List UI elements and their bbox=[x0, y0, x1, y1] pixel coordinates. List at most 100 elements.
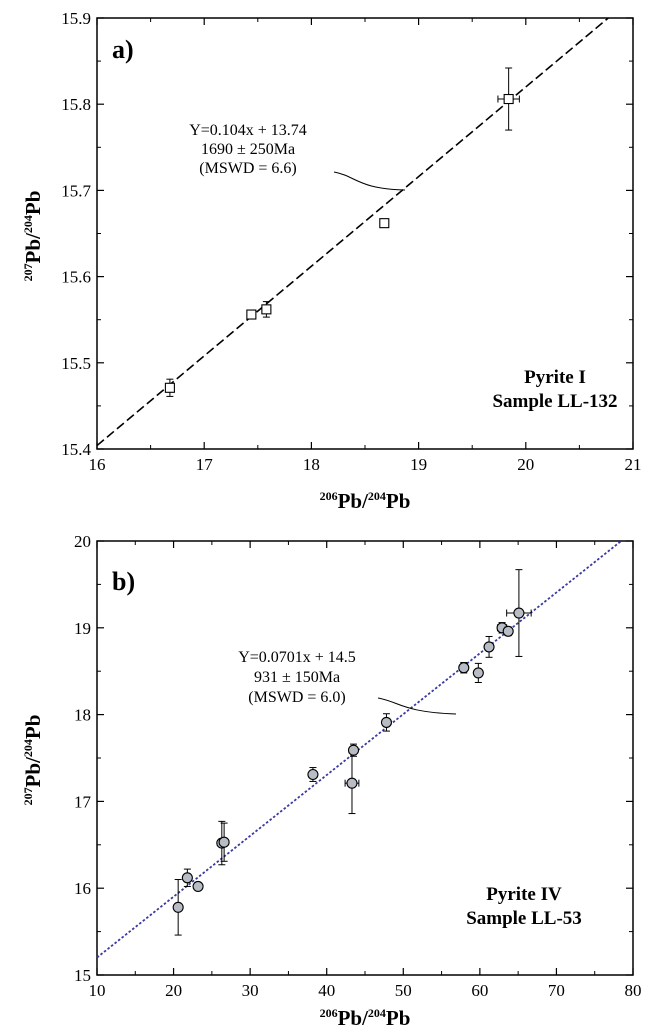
panel-b: 10 20 30 40 50 60 70 80 15 16 17 18 19 20 b) Y=0.0701… bbox=[21, 532, 642, 1030]
y-label-main1-b: Pb/ bbox=[21, 756, 45, 788]
y-label-sup2-b: 204 bbox=[21, 739, 35, 757]
data-point bbox=[506, 569, 532, 657]
data-point bbox=[218, 822, 230, 862]
x-tick-label: 60 bbox=[471, 981, 488, 1000]
data-point bbox=[261, 301, 272, 318]
y-tick-label: 16 bbox=[74, 879, 91, 898]
y-tick-label: 20 bbox=[74, 532, 91, 551]
annotation-age-b: 931 ± 150Ma bbox=[254, 669, 340, 686]
y-tick-label: 15.5 bbox=[61, 354, 91, 373]
y-tick-label: 17 bbox=[74, 792, 92, 811]
regression-line-b bbox=[96, 540, 622, 959]
x-tick-label: 20 bbox=[517, 455, 534, 474]
data-point bbox=[472, 662, 484, 683]
x-label-main2-a: Pb bbox=[386, 489, 411, 513]
marker-circle bbox=[458, 662, 470, 674]
x-tick-label: 18 bbox=[303, 455, 320, 474]
x-label-sup2-b: 204 bbox=[368, 1006, 386, 1020]
marker-square bbox=[261, 304, 272, 315]
regression-line-a bbox=[96, 17, 609, 447]
data-point bbox=[307, 767, 319, 782]
sample-label-a: Pyrite I Sample LL-132 bbox=[492, 367, 617, 412]
y-axis-label-a: 207Pb/204Pb bbox=[21, 191, 45, 282]
annotation-equation-a: Y=0.104x + 13.74 bbox=[189, 122, 307, 139]
data-points-a bbox=[164, 67, 520, 397]
x-tick-label: 30 bbox=[242, 981, 259, 1000]
data-points-b bbox=[172, 569, 532, 936]
y-tick-label: 15.4 bbox=[61, 440, 91, 459]
y-tick-label: 15.8 bbox=[61, 95, 91, 114]
sample-id-b: Sample LL-53 bbox=[466, 908, 582, 929]
y-tick-label: 15 bbox=[74, 966, 91, 985]
annotation-mswd-b: (MSWD = 6.0) bbox=[248, 689, 345, 706]
y-label-main2-b: Pb bbox=[21, 715, 45, 740]
data-point bbox=[502, 625, 514, 637]
x-tick-label: 70 bbox=[548, 981, 565, 1000]
y-tick-label: 15.7 bbox=[61, 181, 91, 200]
x-label-sup1-b: 206 bbox=[320, 1006, 338, 1020]
x-tick-label: 50 bbox=[395, 981, 412, 1000]
x-tick-label: 19 bbox=[410, 455, 427, 474]
y-tick-label: 18 bbox=[74, 706, 91, 725]
x-label-sup2-a: 204 bbox=[368, 489, 386, 503]
x-tick-label: 40 bbox=[318, 981, 335, 1000]
x-tick-label: 16 bbox=[89, 455, 106, 474]
annotation-leader-a bbox=[333, 171, 406, 191]
x-tick-label: 10 bbox=[89, 981, 106, 1000]
x-axis-label-a: 206Pb/204Pb bbox=[320, 489, 411, 513]
y-tick-label: 19 bbox=[74, 619, 91, 638]
y-tick-label: 15.9 bbox=[61, 9, 91, 28]
marker-circle bbox=[218, 836, 230, 848]
marker-circle bbox=[380, 716, 392, 728]
annotation-equation-b: Y=0.0701x + 14.5 bbox=[238, 649, 356, 666]
data-point bbox=[344, 752, 360, 815]
annotation-age-a: 1690 ± 250Ma bbox=[201, 141, 295, 158]
marker-square bbox=[246, 309, 257, 320]
marker-circle bbox=[192, 880, 204, 893]
y-label-sup1-a: 207 bbox=[21, 263, 35, 281]
sample-id-a: Sample LL-132 bbox=[492, 391, 617, 412]
data-point bbox=[164, 378, 175, 397]
marker-square bbox=[164, 382, 175, 393]
marker-circle bbox=[472, 667, 484, 679]
y-label-main1-a: Pb/ bbox=[21, 232, 45, 264]
marker-square bbox=[379, 218, 390, 229]
x-label-main2-b: Pb bbox=[386, 1006, 411, 1030]
data-point bbox=[172, 879, 184, 936]
marker-circle bbox=[502, 625, 514, 637]
data-point bbox=[181, 868, 193, 887]
x-label-sup1-a: 206 bbox=[320, 489, 338, 503]
regression-annotation-a: Y=0.104x + 13.74 1690 ± 250Ma (MSWD = 6.… bbox=[189, 122, 307, 177]
data-point bbox=[379, 218, 390, 229]
data-point bbox=[458, 662, 470, 674]
annotation-mswd-a: (MSWD = 6.6) bbox=[199, 160, 296, 177]
marker-circle bbox=[181, 872, 193, 884]
panel-label-a: a) bbox=[112, 35, 134, 64]
x-tick-label: 80 bbox=[625, 981, 642, 1000]
data-point bbox=[497, 67, 520, 131]
data-point bbox=[483, 635, 495, 658]
marker-circle bbox=[346, 777, 358, 789]
data-point bbox=[246, 309, 257, 320]
sample-mineral-a: Pyrite I bbox=[524, 367, 586, 388]
marker-circle bbox=[307, 768, 319, 781]
y-label-main2-a: Pb bbox=[21, 191, 45, 216]
x-tick-label: 17 bbox=[196, 455, 214, 474]
data-point bbox=[192, 880, 204, 893]
axis-ticks-a: 16 17 18 19 20 21 15.4 15.5 15.6 15.7 15.8 15.9 bbox=[61, 9, 641, 474]
axis-ticks-b: 10 20 30 40 50 60 70 80 15 16 17 18 19 20 bbox=[74, 532, 642, 1000]
y-label-sup1-b: 207 bbox=[21, 787, 35, 805]
marker-circle bbox=[172, 901, 184, 913]
y-tick-label: 15.6 bbox=[61, 268, 91, 287]
x-label-main1-b: Pb/ bbox=[338, 1006, 370, 1030]
marker-circle bbox=[483, 641, 495, 653]
y-label-sup2-a: 204 bbox=[21, 215, 35, 233]
x-axis-label-b: 206Pb/204Pb bbox=[320, 1006, 411, 1030]
regression-annotation-b: Y=0.0701x + 14.5 931 ± 150Ma (MSWD = 6.0… bbox=[238, 649, 356, 706]
x-tick-label: 20 bbox=[165, 981, 182, 1000]
sample-label-b: Pyrite IV Sample LL-53 bbox=[466, 884, 582, 929]
x-label-main1-a: Pb/ bbox=[338, 489, 370, 513]
data-point bbox=[347, 743, 360, 757]
